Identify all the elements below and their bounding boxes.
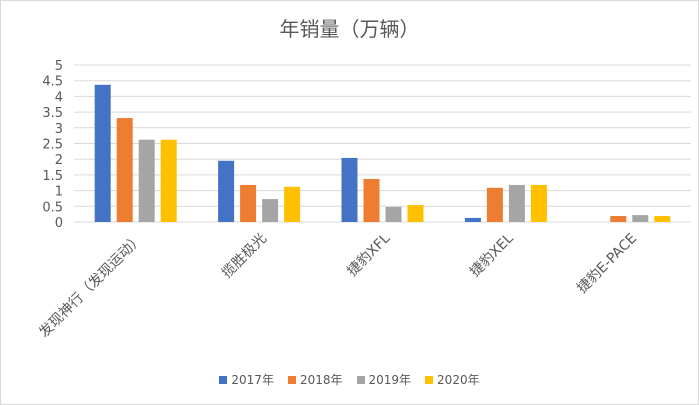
- legend: 2017年 2018年 2019年 2020年: [1, 371, 698, 388]
- chart-title: 年销量（万辆）: [279, 17, 420, 41]
- legend-item: 2019年: [356, 371, 412, 388]
- y-tick-label: 2.5: [42, 138, 63, 153]
- y-tick-label: 5: [55, 59, 63, 74]
- bar-2018年: [610, 216, 627, 222]
- bar-2019年: [508, 184, 525, 222]
- bar-2018年: [240, 184, 257, 222]
- bar-2017年: [94, 84, 111, 222]
- bar-2020年: [284, 186, 301, 222]
- bar-2018年: [116, 118, 133, 222]
- x-category-label: 揽胜极光: [218, 230, 270, 282]
- y-tick-label: 4: [55, 90, 63, 105]
- y-tick-label: 0.5: [42, 200, 63, 215]
- bar-2020年: [654, 216, 671, 222]
- bar-2019年: [385, 206, 402, 222]
- legend-label: 2019年: [368, 373, 412, 387]
- x-category-label: 捷豹E-PACE: [574, 231, 640, 297]
- bar-2020年: [160, 139, 177, 222]
- y-tick-label: 3: [55, 122, 63, 137]
- y-tick-label: 1: [55, 185, 63, 200]
- legend-label: 2018年: [299, 373, 343, 387]
- bar-2018年: [363, 178, 380, 222]
- legend-label: 2017年: [231, 373, 274, 387]
- y-tick-label: 1.5: [42, 169, 63, 184]
- y-tick-label: 2: [55, 153, 63, 168]
- bar-2020年: [530, 184, 547, 222]
- x-category-label: 捷豹XFL: [344, 230, 393, 279]
- x-category-label: 发现神行（发现运动）: [36, 231, 146, 341]
- x-category-label: 捷豹XEL: [467, 230, 517, 280]
- legend-item: 2020年: [425, 371, 480, 388]
- bar-2017年: [464, 217, 481, 222]
- bar-2018年: [486, 187, 503, 222]
- legend-item: 2018年: [287, 371, 343, 388]
- legend-label: 2020年: [437, 373, 480, 387]
- legend-swatch: [287, 375, 296, 384]
- bar-2019年: [138, 139, 155, 222]
- legend-swatch: [219, 375, 228, 384]
- legend-item: 2017年: [219, 371, 274, 388]
- bar-2019年: [262, 199, 279, 222]
- bar-2017年: [218, 160, 235, 222]
- legend-swatch: [425, 375, 434, 384]
- bar-2017年: [341, 157, 358, 222]
- y-tick-label: 3.5: [42, 106, 63, 121]
- y-tick-label: 0: [55, 216, 63, 231]
- legend-swatch: [356, 375, 365, 384]
- bar-2020年: [407, 205, 424, 222]
- y-tick-label: 4.5: [42, 75, 63, 90]
- bar-2019年: [632, 215, 649, 222]
